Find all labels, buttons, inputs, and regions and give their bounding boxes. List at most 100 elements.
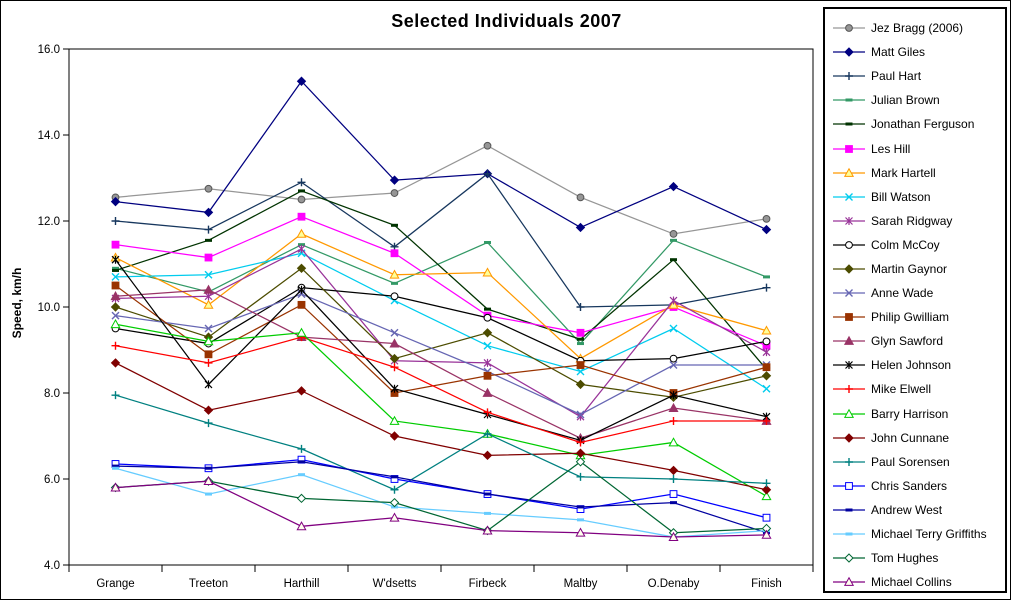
- legend-marker-glyn-sawford: [833, 336, 865, 346]
- legend-item-philip-gwilliam[interactable]: Philip Gwilliam: [825, 305, 1005, 329]
- legend-label: Michael Collins: [871, 575, 952, 590]
- legend-label: Paul Hart: [871, 69, 922, 84]
- legend-marker-anne-wade: [833, 289, 865, 298]
- legend-item-colm-mccoy[interactable]: Colm McCoy: [825, 233, 1005, 257]
- legend-item-michael-terry-griffiths[interactable]: Michael Terry Griffiths: [825, 522, 1005, 546]
- legend-marker-bill-watson: [833, 192, 865, 201]
- legend-label: Bill Watson: [871, 189, 931, 204]
- legend-marker-paul-hart: [833, 72, 865, 81]
- legend-item-sarah-ridgway[interactable]: Sarah Ridgway: [825, 209, 1005, 233]
- series-julian-brown[interactable]: [112, 238, 770, 346]
- series-jez-bragg-2006[interactable]: [111, 141, 771, 238]
- legend-label: John Cunnane: [871, 430, 950, 445]
- legend-label: Martin Gaynor: [871, 261, 948, 276]
- legend-label: Jez Bragg (2006): [871, 21, 964, 36]
- legend-marker-sarah-ridgway: [833, 216, 865, 225]
- legend-item-michael-collins[interactable]: Michael Collins: [825, 570, 1005, 594]
- legend-item-martin-gaynor[interactable]: Martin Gaynor: [825, 257, 1005, 281]
- series-mike-elwell[interactable]: [111, 333, 771, 447]
- legend-marker-philip-gwilliam: [833, 313, 865, 322]
- legend-item-bill-watson[interactable]: Bill Watson: [825, 185, 1005, 209]
- legend-marker-mark-hartell: [833, 167, 865, 177]
- series-matt-giles[interactable]: [110, 76, 772, 235]
- legend-marker-julian-brown: [833, 98, 865, 102]
- series-helen-johnson[interactable]: [111, 255, 771, 445]
- y-tick-label: 4.0: [44, 560, 60, 572]
- y-tick-label: 10.0: [38, 302, 60, 314]
- legend-item-helen-johnson[interactable]: Helen Johnson: [825, 353, 1005, 377]
- legend-label: Mike Elwell: [871, 382, 932, 397]
- legend-label: Chris Sanders: [871, 478, 948, 493]
- legend-label: Les Hill: [871, 141, 911, 156]
- legend-item-julian-brown[interactable]: Julian Brown: [825, 88, 1005, 112]
- legend-label: Andrew West: [871, 502, 943, 517]
- series-colm-mccoy[interactable]: [111, 283, 771, 365]
- series-jonathan-ferguson[interactable]: [112, 189, 770, 371]
- x-tick-label: W'dsetts: [373, 578, 417, 590]
- legend-label: Barry Harrison: [871, 406, 949, 421]
- series-anne-wade[interactable]: [111, 290, 771, 419]
- x-tick-label: Maltby: [564, 578, 598, 590]
- legend-marker-jez-bragg-2006: [833, 24, 865, 32]
- legend-marker-chris-sanders: [833, 481, 865, 490]
- legend-marker-tom-hughes: [833, 553, 865, 563]
- legend-marker-paul-sorensen: [833, 457, 865, 466]
- legend-marker-helen-johnson: [833, 361, 865, 370]
- y-tick-label: 12.0: [38, 216, 60, 228]
- chart-title: Selected Individuals 2007: [391, 11, 622, 31]
- series-john-cunnane[interactable]: [110, 358, 772, 495]
- legend-item-paul-sorensen[interactable]: Paul Sorensen: [825, 450, 1005, 474]
- legend-item-barry-harrison[interactable]: Barry Harrison: [825, 402, 1005, 426]
- y-tick-label: 8.0: [44, 388, 60, 400]
- legend-label: Julian Brown: [871, 93, 940, 108]
- x-tick-label: Harthill: [284, 578, 320, 590]
- x-tick-label: Firbeck: [469, 578, 507, 590]
- legend-marker-mike-elwell: [833, 385, 865, 394]
- legend-label: Jonathan Ferguson: [871, 117, 975, 132]
- legend-marker-michael-collins: [833, 576, 865, 587]
- series-michael-collins[interactable]: [110, 475, 772, 541]
- x-tick-label: O.Denaby: [648, 578, 700, 590]
- legend-label: Glyn Sawford: [871, 334, 944, 349]
- y-tick-label: 14.0: [38, 130, 60, 142]
- legend-label: Paul Sorensen: [871, 454, 950, 469]
- legend-marker-matt-giles: [833, 47, 865, 57]
- legend-item-paul-hart[interactable]: Paul Hart: [825, 64, 1005, 88]
- legend-item-les-hill[interactable]: Les Hill: [825, 136, 1005, 160]
- legend-item-glyn-sawford[interactable]: Glyn Sawford: [825, 329, 1005, 353]
- legend-item-andrew-west[interactable]: Andrew West: [825, 498, 1005, 522]
- series-andrew-west[interactable]: [112, 460, 770, 535]
- legend-item-jonathan-ferguson[interactable]: Jonathan Ferguson: [825, 112, 1005, 136]
- legend-item-mark-hartell[interactable]: Mark Hartell: [825, 161, 1005, 185]
- legend-label: Philip Gwilliam: [871, 310, 950, 325]
- legend-item-anne-wade[interactable]: Anne Wade: [825, 281, 1005, 305]
- legend-label: Sarah Ridgway: [871, 213, 953, 228]
- legend-label: Colm McCoy: [871, 237, 940, 252]
- series-bill-watson[interactable]: [111, 249, 771, 393]
- legend-label: Mark Hartell: [871, 165, 936, 180]
- legend-label: Helen Johnson: [871, 358, 952, 373]
- x-tick-label: Finish: [751, 578, 782, 590]
- legend-item-matt-giles[interactable]: Matt Giles: [825, 40, 1005, 64]
- legend-marker-michael-terry-griffiths: [833, 532, 865, 536]
- series-paul-sorensen[interactable]: [111, 391, 771, 494]
- legend-marker-colm-mccoy: [833, 240, 865, 249]
- legend-label: Anne Wade: [871, 286, 934, 301]
- legend-item-mike-elwell[interactable]: Mike Elwell: [825, 377, 1005, 401]
- legend-label: Michael Terry Griffiths: [871, 527, 987, 542]
- legend-marker-martin-gaynor: [833, 264, 865, 274]
- series-chris-sanders[interactable]: [111, 455, 771, 522]
- legend-label: Matt Giles: [871, 45, 926, 60]
- legend-marker-jonathan-ferguson: [833, 122, 865, 126]
- y-tick-label: 6.0: [44, 474, 60, 486]
- legend-item-chris-sanders[interactable]: Chris Sanders: [825, 474, 1005, 498]
- legend-item-tom-hughes[interactable]: Tom Hughes: [825, 546, 1005, 570]
- series-martin-gaynor[interactable]: [110, 263, 772, 403]
- legend-marker-john-cunnane: [833, 432, 865, 443]
- legend-item-jez-bragg-2006[interactable]: Jez Bragg (2006): [825, 16, 1005, 40]
- legend-marker-andrew-west: [833, 508, 865, 512]
- legend-item-john-cunnane[interactable]: John Cunnane: [825, 426, 1005, 450]
- series-tom-hughes[interactable]: [110, 457, 772, 538]
- legend-marker-barry-harrison: [833, 408, 865, 418]
